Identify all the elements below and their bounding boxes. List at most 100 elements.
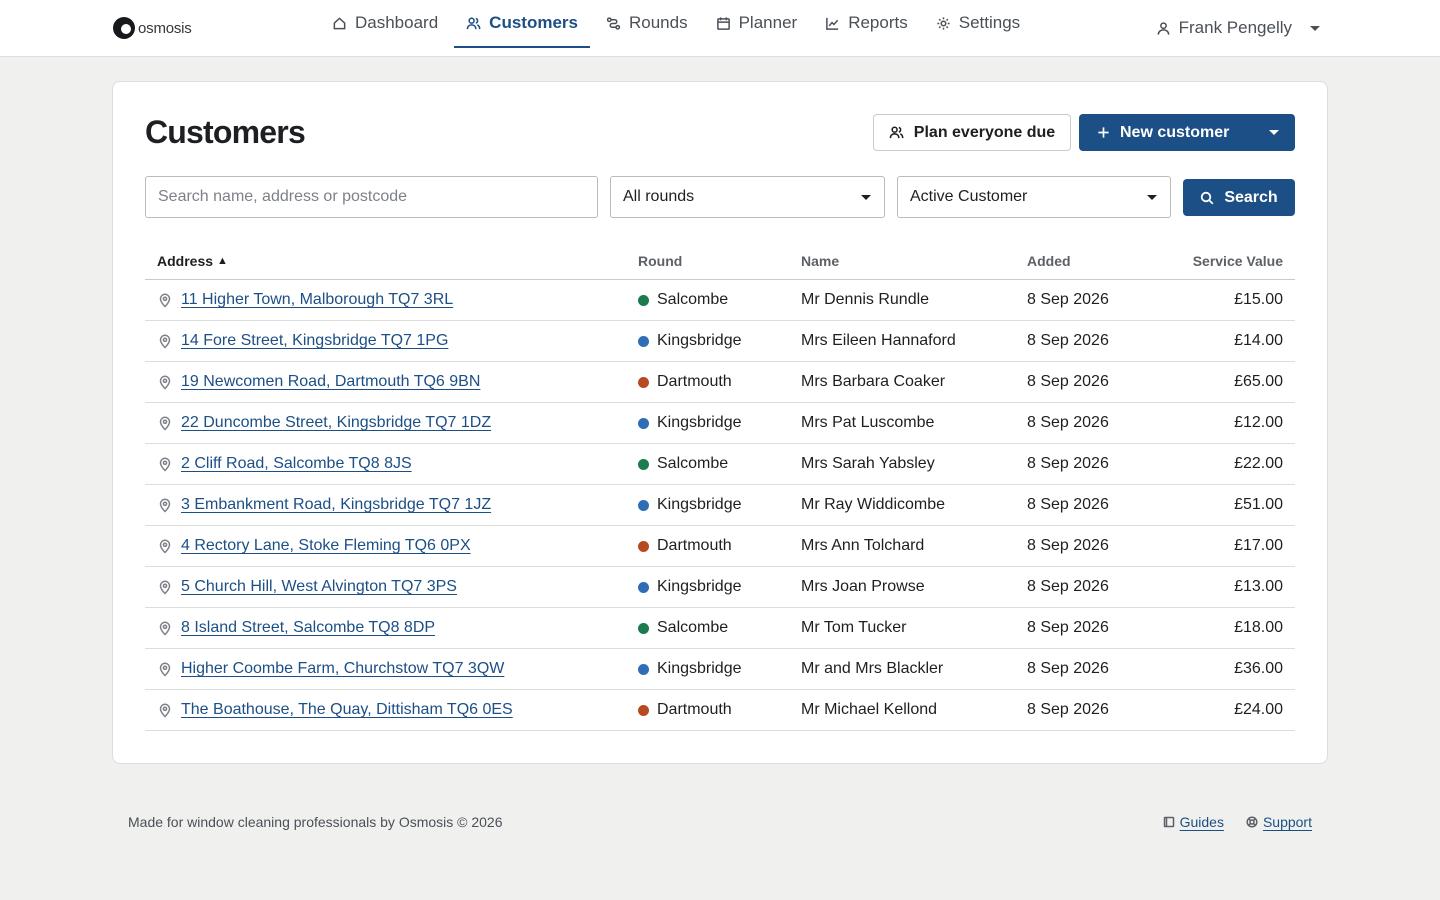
customer-address-link[interactable]: 11 Higher Town, Malborough TQ7 3RL <box>181 291 454 308</box>
map-pin-icon <box>159 498 171 513</box>
table-row: 4 Rectory Lane, Stoke Fleming TQ6 0PX Dar… <box>145 526 1295 567</box>
round-filter-value: All rounds <box>623 188 695 205</box>
round-label: Salcombe <box>657 619 729 636</box>
table-header: Address ▲ Round Name Added Service Value <box>145 242 1295 280</box>
nav-item-rounds[interactable]: Rounds <box>594 0 700 48</box>
cell-service-value: £51.00 <box>1234 496 1283 513</box>
map-pin-icon <box>159 293 171 308</box>
column-header-round[interactable]: Round <box>638 252 683 269</box>
cell-name: Mr Ray Widdicombe <box>801 496 946 513</box>
round-label: Dartmouth <box>657 701 732 718</box>
round-color-dot <box>638 581 649 593</box>
table-row: 2 Cliff Road, Salcombe TQ8 8JS Salcombe Mr… <box>145 444 1295 485</box>
cell-name: Mr Dennis Rundle <box>801 291 930 308</box>
round-color-dot <box>638 540 649 552</box>
cell-round: Dartmouth <box>638 537 801 555</box>
new-customer-label: New customer <box>1120 123 1230 141</box>
customer-address-link[interactable]: 14 Fore Street, Kingsbridge TQ7 1PG <box>181 332 449 349</box>
status-filter-value: Active Customer <box>910 188 1028 205</box>
cell-added: 8 Sep 2026 <box>1027 496 1109 513</box>
nav-item-planner[interactable]: Planner <box>704 0 810 48</box>
nav-item-customers[interactable]: Customers <box>454 0 590 48</box>
customer-address-link[interactable]: Higher Coombe Farm, Churchstow TQ7 3QW <box>181 660 505 677</box>
round-label: Kingsbridge <box>657 578 742 595</box>
column-header-name[interactable]: Name <box>801 252 840 269</box>
support-link[interactable]: Support <box>1246 814 1312 830</box>
round-color-dot <box>638 622 649 634</box>
column-header-added[interactable]: Added <box>1027 252 1071 269</box>
nav-item-label: Customers <box>489 13 578 32</box>
sort-ascending-icon: ▲ <box>217 254 228 267</box>
round-label: Salcombe <box>657 455 729 472</box>
customer-address-link[interactable]: 19 Newcomen Road, Dartmouth TQ6 9BN <box>181 373 481 390</box>
cell-round: Kingsbridge <box>638 578 801 596</box>
new-customer-button[interactable]: New customer <box>1079 114 1253 151</box>
map-pin-icon <box>159 703 171 718</box>
route-icon <box>606 16 621 30</box>
round-label: Dartmouth <box>657 537 732 554</box>
column-header-service-value[interactable]: Service Value <box>1192 252 1283 269</box>
cell-service-value: £17.00 <box>1234 537 1283 554</box>
customer-address-link[interactable]: 22 Duncombe Street, Kingsbridge TQ7 1DZ <box>181 414 492 431</box>
nav-item-dashboard[interactable]: Dashboard <box>320 0 450 48</box>
cell-name: Mr Michael Kellond <box>801 701 938 718</box>
cell-added: 8 Sep 2026 <box>1027 332 1109 349</box>
cell-address: 3 Embankment Road, Kingsbridge TQ7 1JZ <box>145 496 638 514</box>
round-label: Salcombe <box>657 291 729 308</box>
round-color-dot <box>638 663 649 675</box>
cell-service-value: £22.00 <box>1234 455 1283 472</box>
brand-logo[interactable]: osmosis <box>112 15 192 41</box>
search-input[interactable] <box>145 176 598 218</box>
nav-item-label: Planner <box>738 13 798 32</box>
cell-service-value: £24.00 <box>1234 701 1283 718</box>
cell-address: 22 Duncombe Street, Kingsbridge TQ7 1DZ <box>145 414 638 432</box>
cell-address: 2 Cliff Road, Salcombe TQ8 8JS <box>145 455 638 473</box>
new-customer-options-toggle[interactable] <box>1253 114 1295 151</box>
customers-table: Address ▲ Round Name Added Service Value… <box>145 242 1295 731</box>
round-filter-select[interactable]: All rounds <box>610 176 885 218</box>
plan-everyone-due-button[interactable]: Plan everyone due <box>873 114 1071 151</box>
cell-added: 8 Sep 2026 <box>1027 619 1109 636</box>
cell-name: Mrs Eileen Hannaford <box>801 332 956 349</box>
customer-address-link[interactable]: 2 Cliff Road, Salcombe TQ8 8JS <box>181 455 412 472</box>
cell-round: Kingsbridge <box>638 332 801 350</box>
cell-round: Kingsbridge <box>638 414 801 432</box>
footer-links: Guides Support <box>1163 814 1312 830</box>
search-button[interactable]: Search <box>1183 179 1295 216</box>
calendar-icon <box>716 16 730 30</box>
customer-address-link[interactable]: 5 Church Hill, West Alvington TQ7 3PS <box>181 578 457 595</box>
cell-name: Mrs Pat Luscombe <box>801 414 935 431</box>
round-label: Kingsbridge <box>657 660 742 677</box>
map-pin-icon <box>159 662 171 677</box>
customers-card: Customers Plan everyone due New customer… <box>112 81 1328 764</box>
table-row: 14 Fore Street, Kingsbridge TQ7 1PG Kings… <box>145 321 1295 362</box>
nav-item-reports[interactable]: Reports <box>813 0 920 48</box>
cell-address: 11 Higher Town, Malborough TQ7 3RL <box>145 291 638 309</box>
map-pin-icon <box>159 580 171 595</box>
user-icon <box>1157 21 1170 35</box>
customer-address-link[interactable]: 3 Embankment Road, Kingsbridge TQ7 1JZ <box>181 496 492 513</box>
round-label: Kingsbridge <box>657 332 742 349</box>
table-row: 8 Island Street, Salcombe TQ8 8DP Salcomb… <box>145 608 1295 649</box>
user-menu[interactable]: Frank Pengelly <box>1156 12 1320 44</box>
users-icon <box>889 126 904 139</box>
table-row: 11 Higher Town, Malborough TQ7 3RL Salcom… <box>145 280 1295 321</box>
status-filter-select[interactable]: Active Customer <box>897 176 1171 218</box>
cell-round: Dartmouth <box>638 701 801 719</box>
nav-item-label: Rounds <box>628 13 688 32</box>
cell-added: 8 Sep 2026 <box>1027 373 1109 390</box>
user-name: Frank Pengelly <box>1178 18 1292 37</box>
round-label: Kingsbridge <box>657 414 742 431</box>
map-pin-icon <box>159 375 171 390</box>
nav-item-settings[interactable]: Settings <box>924 0 1032 48</box>
round-color-dot <box>638 417 649 429</box>
map-pin-icon <box>159 457 171 472</box>
guides-link[interactable]: Guides <box>1163 814 1224 830</box>
customer-address-link[interactable]: 4 Rectory Lane, Stoke Fleming TQ6 0PX <box>181 537 471 554</box>
cell-service-value: £13.00 <box>1234 578 1283 595</box>
customer-address-link[interactable]: The Boathouse, The Quay, Dittisham TQ6 0… <box>181 701 513 718</box>
cell-service-value: £12.00 <box>1234 414 1283 431</box>
brand-name: osmosis <box>138 19 192 37</box>
customer-address-link[interactable]: 8 Island Street, Salcombe TQ8 8DP <box>181 619 436 636</box>
column-header-address[interactable]: Address ▲ <box>145 253 638 269</box>
